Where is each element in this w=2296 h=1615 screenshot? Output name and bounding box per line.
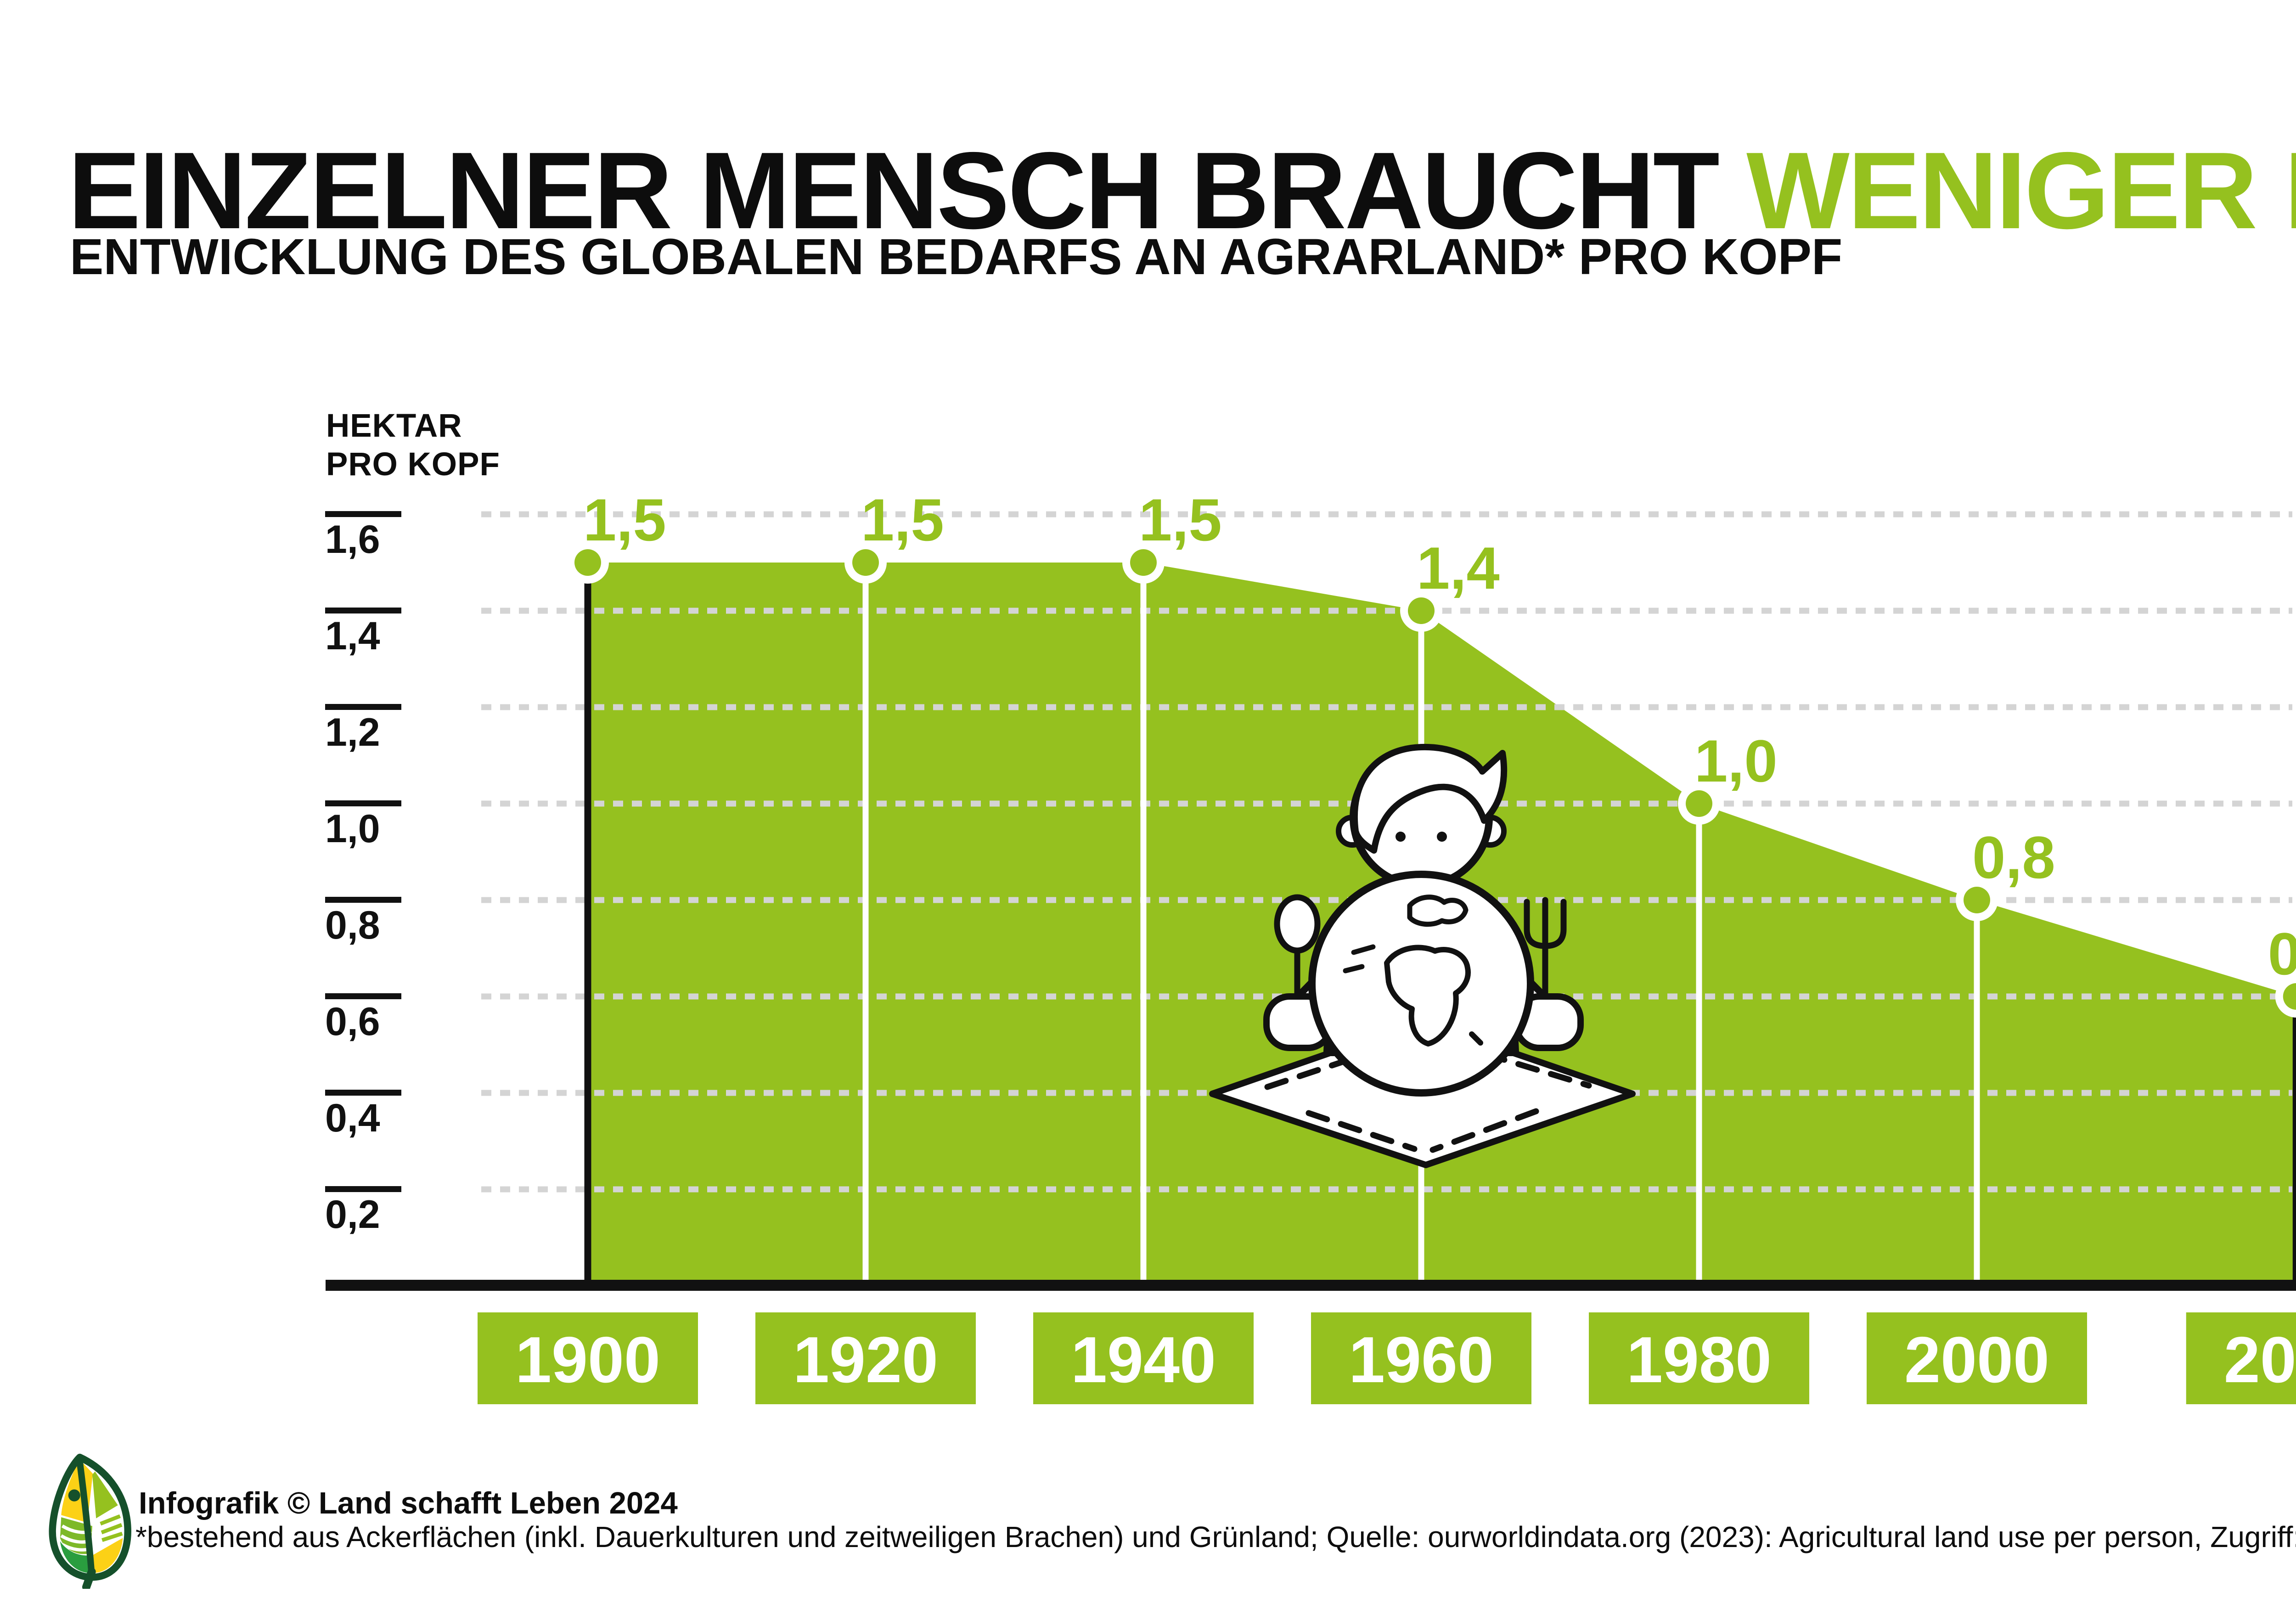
data-point [574, 549, 601, 576]
data-point [1130, 549, 1157, 576]
y-tick-mark [325, 511, 401, 517]
x-year-box [1867, 1312, 2087, 1404]
globe-icon [1308, 871, 1534, 1097]
y-tick-mark [325, 993, 401, 999]
x-year-box [1311, 1312, 1531, 1404]
data-point-value-label: 1,5 [861, 486, 944, 553]
footer-footnote-source: *bestehend aus Ackerflächen (inkl. Dauer… [135, 1520, 2296, 1553]
x-year-label: 1960 [1349, 1323, 1494, 1396]
page-title: EINZELNER MENSCH BRAUCHT WENIGER LAND [68, 136, 2296, 246]
y-tick-mark [325, 1090, 401, 1096]
x-year-box [1589, 1312, 1809, 1404]
y-tick-label: 0,4 [325, 1096, 380, 1140]
y-tick-mark [325, 704, 401, 710]
y-tick-label: 1,0 [325, 807, 380, 851]
y-tick-label: 0,2 [325, 1193, 380, 1237]
x-year-box [478, 1312, 698, 1404]
page-subtitle: ENTWICKLUNG DES GLOBALEN BEDARFS AN AGRA… [70, 229, 1843, 286]
x-year-label: 1900 [515, 1323, 660, 1396]
x-year-label: 1980 [1626, 1323, 1772, 1396]
data-point-value-label: 1,5 [583, 486, 666, 553]
spoon-icon [1274, 894, 1321, 1012]
x-year-box [2186, 1312, 2296, 1404]
data-point [1964, 887, 1990, 913]
data-point-value-label: 1,5 [1139, 486, 1222, 553]
y-tick-label: 1,4 [325, 614, 380, 658]
x-year-label: 2000 [1904, 1323, 2049, 1396]
x-year-label: 1940 [1071, 1323, 1216, 1396]
y-tick-label: 1,2 [325, 710, 380, 754]
person-globe-illustration [1209, 743, 1636, 1168]
x-year-box [755, 1312, 976, 1404]
data-point [852, 549, 879, 576]
data-point [2283, 983, 2296, 1010]
y-tick-mark [325, 897, 401, 903]
y-axis-unit-line2: PRO KOPF [326, 446, 500, 483]
y-tick-label: 1,6 [325, 518, 380, 562]
y-axis-unit-line1: HEKTAR [326, 408, 462, 444]
data-point-value-label: 0,6 [2268, 920, 2296, 987]
x-year-label: 1920 [793, 1323, 938, 1396]
title-black: EINZELNER MENSCH BRAUCHT [68, 130, 1720, 252]
footer-credit: Infografik © Land schafft Leben 2024 [139, 1486, 678, 1520]
land-schafft-leben-leaf-logo [49, 1453, 131, 1589]
x-year-label: 2023 [2224, 1323, 2296, 1396]
y-tick-label: 0,6 [325, 1000, 380, 1044]
y-tick-label: 0,8 [325, 903, 380, 947]
data-point-value-label: 0,8 [1972, 824, 2055, 891]
data-point-value-label: 1,4 [1417, 535, 1500, 602]
y-axis-unit-label: HEKTAR PRO KOPF [326, 407, 500, 484]
leaf-icon [49, 1453, 131, 1589]
data-point [1408, 597, 1435, 624]
data-point [1686, 790, 1712, 817]
title-green: WENIGER LAND [1746, 130, 2296, 252]
x-axis-line [326, 1280, 2296, 1291]
data-point-value-label: 1,0 [1694, 727, 1778, 794]
x-year-box [1033, 1312, 1254, 1404]
y-tick-mark [325, 800, 401, 806]
y-tick-mark [325, 608, 401, 613]
y-tick-mark [325, 1186, 401, 1192]
